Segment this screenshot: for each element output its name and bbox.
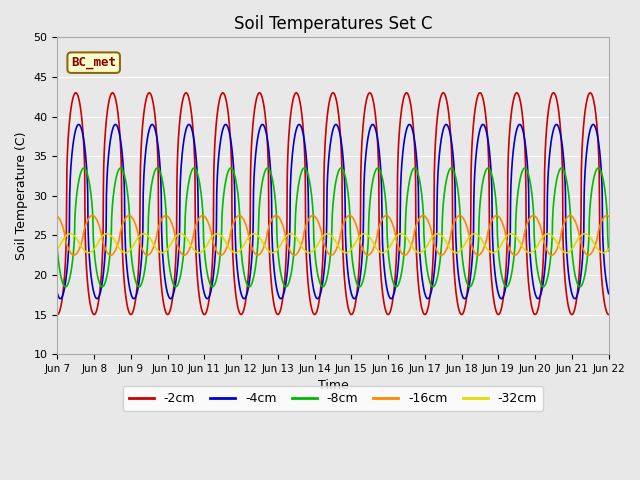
-2cm xyxy=(430,222,438,228)
-4cm xyxy=(260,122,268,128)
-8cm xyxy=(85,178,93,184)
-4cm xyxy=(431,269,438,275)
-16cm xyxy=(70,252,78,258)
-8cm xyxy=(282,284,290,290)
-2cm xyxy=(72,90,79,96)
Text: BC_met: BC_met xyxy=(71,56,116,69)
-32cm xyxy=(54,246,61,252)
Y-axis label: Soil Temperature (C): Soil Temperature (C) xyxy=(15,132,28,260)
Line: -2cm: -2cm xyxy=(58,93,609,314)
-32cm xyxy=(260,242,268,248)
-16cm xyxy=(172,235,179,240)
-32cm xyxy=(599,250,607,256)
-4cm xyxy=(369,121,376,127)
Title: Soil Temperatures Set C: Soil Temperatures Set C xyxy=(234,15,432,33)
-8cm xyxy=(264,165,271,171)
-4cm xyxy=(281,285,289,291)
-32cm xyxy=(430,233,438,239)
-8cm xyxy=(172,284,179,289)
-4cm xyxy=(172,284,179,289)
-2cm xyxy=(260,103,268,109)
Legend: -2cm, -4cm, -8cm, -16cm, -32cm: -2cm, -4cm, -8cm, -16cm, -32cm xyxy=(123,386,543,411)
-32cm xyxy=(172,234,179,240)
Line: -32cm: -32cm xyxy=(58,234,609,253)
-4cm xyxy=(387,296,395,301)
-32cm xyxy=(85,250,93,255)
-32cm xyxy=(67,231,74,237)
X-axis label: Time: Time xyxy=(317,379,348,393)
-2cm xyxy=(282,268,289,274)
-4cm xyxy=(54,291,61,297)
-8cm xyxy=(282,284,289,289)
-4cm xyxy=(278,295,286,300)
-16cm xyxy=(54,214,61,219)
-16cm xyxy=(605,214,612,219)
-16cm xyxy=(430,240,438,246)
-8cm xyxy=(279,278,287,284)
-4cm xyxy=(85,249,93,254)
-32cm xyxy=(279,239,287,244)
-8cm xyxy=(260,173,268,179)
-2cm xyxy=(85,295,93,301)
-32cm xyxy=(605,246,612,252)
-2cm xyxy=(172,264,179,270)
-4cm xyxy=(605,291,612,297)
Line: -8cm: -8cm xyxy=(58,168,609,287)
Line: -16cm: -16cm xyxy=(58,216,609,255)
-32cm xyxy=(282,234,289,240)
-2cm xyxy=(279,297,287,302)
Line: -4cm: -4cm xyxy=(58,124,609,299)
-16cm xyxy=(260,244,268,250)
-8cm xyxy=(431,283,438,289)
-2cm xyxy=(605,312,612,317)
-2cm xyxy=(54,312,61,317)
-16cm xyxy=(279,222,287,228)
-8cm xyxy=(54,248,61,254)
-16cm xyxy=(85,215,93,220)
-16cm xyxy=(282,233,289,239)
-8cm xyxy=(605,248,612,254)
-16cm xyxy=(603,213,611,218)
